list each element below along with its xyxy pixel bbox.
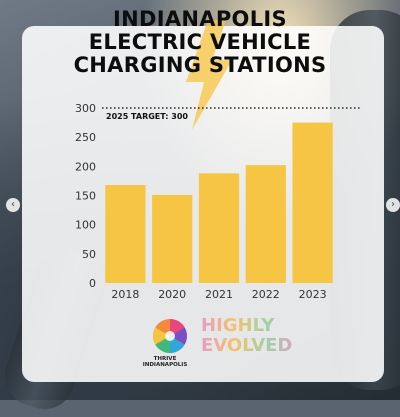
chart-title: INDIANAPOLIS ELECTRIC VEHICLE CHARGING S… [0, 8, 400, 77]
title-line-3: CHARGING STATIONS [73, 53, 327, 77]
x-tick-label: 2021 [205, 288, 233, 301]
bar-chart: 0 50 100 150 200 250 300 2025 TARGET: 300 2018 20… [75, 102, 360, 301]
y-tick-label: 250 [75, 131, 96, 144]
thrive-logo-label: THRIVE INDIANAPOLIS [142, 356, 188, 368]
y-tick-label: 200 [75, 160, 96, 173]
bar-2022 [245, 165, 286, 283]
target-reference-label: 2025 TARGET: 300 [106, 112, 188, 121]
thrive-indianapolis-logo [153, 319, 187, 353]
y-tick-label: 300 [75, 102, 96, 115]
lightning-bolt-icon [186, 20, 232, 130]
title-line-1: INDIANAPOLIS [113, 7, 287, 31]
y-tick-label: 150 [75, 190, 96, 203]
previous-slide-arrow-icon[interactable]: ‹ [6, 198, 20, 212]
title-line-2: ELECTRIC VEHICLE [88, 30, 312, 54]
next-slide-arrow-icon[interactable]: › [386, 198, 400, 212]
x-tick-label: 2022 [252, 288, 280, 301]
bar-2020 [152, 194, 193, 283]
highly-evolved-line-1: HIGHLY [201, 315, 275, 336]
x-tick-label: 2023 [299, 288, 327, 301]
highly-evolved-logo: HIGHLY EVOLVED [201, 316, 301, 356]
bar-2021 [198, 173, 240, 283]
x-tick-label: 2018 [111, 288, 139, 301]
y-tick-label: 0 [89, 277, 96, 290]
y-tick-label: 100 [75, 219, 96, 232]
highly-evolved-line-2: EVOLVED [201, 335, 293, 356]
bar-2018 [105, 185, 146, 283]
bar-2023 [292, 122, 333, 283]
y-tick-label: 50 [82, 248, 96, 261]
x-tick-label: 2020 [158, 288, 186, 301]
